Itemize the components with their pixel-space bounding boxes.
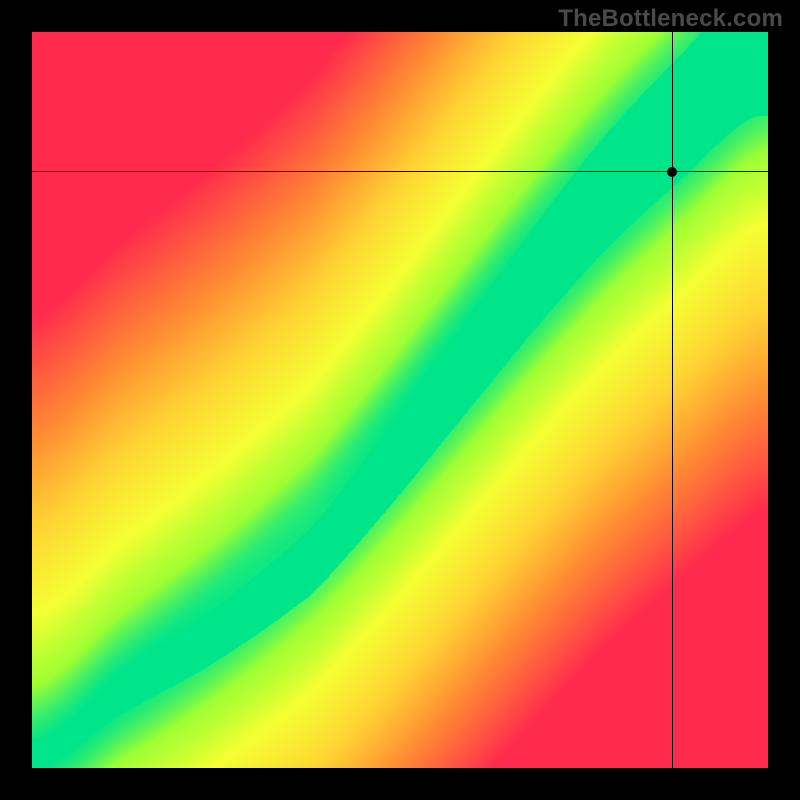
heatmap-canvas bbox=[32, 32, 768, 768]
chart-container: TheBottleneck.com bbox=[0, 0, 800, 800]
heatmap-plot bbox=[32, 32, 768, 768]
crosshair-vertical bbox=[672, 32, 673, 768]
crosshair-horizontal bbox=[32, 171, 768, 172]
marker-dot bbox=[667, 167, 677, 177]
watermark-text: TheBottleneck.com bbox=[558, 5, 783, 33]
